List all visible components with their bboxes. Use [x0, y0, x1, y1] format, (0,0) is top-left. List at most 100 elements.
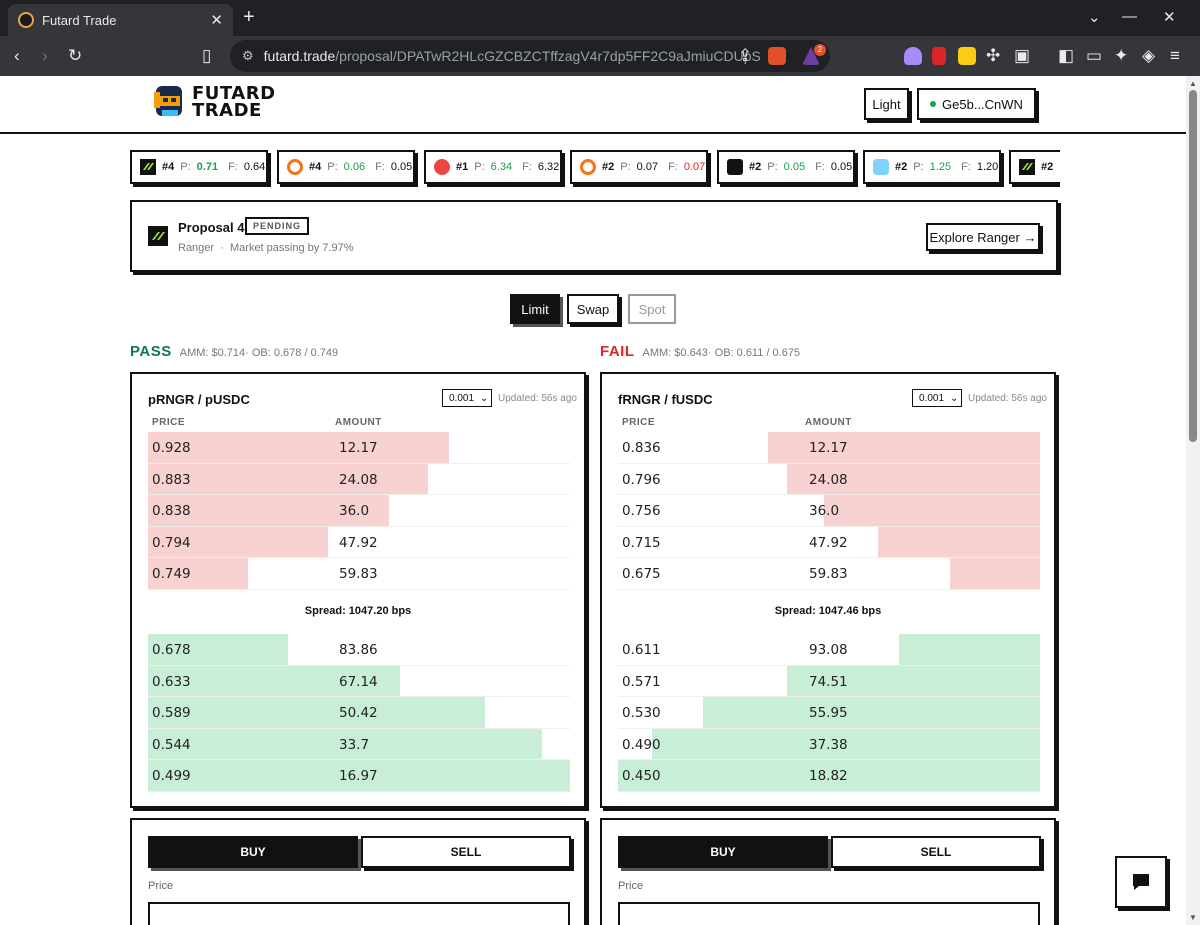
pass-price-label: P:: [327, 161, 338, 173]
reload-icon[interactable]: ↻: [68, 46, 83, 65]
order-price: 0.530: [622, 705, 661, 721]
ticker-card[interactable]: #2 P: 0.07 F: 0.07: [570, 150, 708, 184]
order-amount: 12.17: [339, 440, 378, 456]
address-bar[interactable]: ⚙ futard.trade/proposal/DPATwR2HLcGZCBZC…: [230, 40, 830, 72]
order-price: 0.715: [622, 534, 661, 551]
chat-button[interactable]: [1115, 856, 1167, 908]
pass-sell-tab[interactable]: SELL: [361, 836, 571, 868]
back-icon[interactable]: ‹: [14, 46, 20, 65]
depth-bar: [787, 665, 1040, 696]
minimize-icon[interactable]: —: [1122, 8, 1137, 25]
ask-row[interactable]: 0.715 47.92: [618, 526, 1040, 558]
ticker-card[interactable]: #4 P: 0.71 F: 0.64: [130, 150, 268, 184]
depth-bar: [148, 665, 400, 696]
forward-icon[interactable]: ›: [42, 46, 48, 65]
dropdown-icon[interactable]: ⌄: [1088, 9, 1101, 26]
depth-bar: [702, 697, 1040, 728]
site-settings-icon[interactable]: ⚙: [242, 48, 254, 63]
ticker-card[interactable]: #2 P: 1.25 F: 1.20: [863, 150, 1001, 184]
ask-row[interactable]: 0.836 12.17: [618, 432, 1040, 464]
bid-row[interactable]: 0.490 37.38: [618, 728, 1040, 760]
depth-bar: [148, 526, 329, 557]
close-tab-icon[interactable]: ✕: [210, 12, 223, 29]
order-price: 0.490: [622, 736, 661, 753]
fail-price-value: 0.05: [830, 161, 853, 173]
order-price: 0.838: [152, 503, 191, 519]
bookmark-icon[interactable]: ▯: [202, 46, 212, 65]
ask-row[interactable]: 0.756 36.0: [618, 495, 1040, 527]
window-close-icon[interactable]: ✕: [1163, 9, 1176, 26]
ticker-card[interactable]: #2 P: 0.05 F: 0.05: [717, 150, 855, 184]
ticker-card[interactable]: #4 P: 0.06 F: 0.05: [277, 150, 415, 184]
order-price: 0.499: [152, 768, 191, 784]
ask-row[interactable]: 0.794 47.92: [148, 526, 570, 558]
ticker-card[interactable]: #2: [1009, 150, 1060, 184]
extensions-icon[interactable]: ✣: [986, 46, 1001, 65]
theme-toggle-button[interactable]: Light: [864, 88, 909, 120]
ranger-icon: [140, 159, 156, 175]
order-price: 0.794: [152, 534, 191, 551]
fail-price-label: Price: [618, 880, 644, 892]
new-tab-icon[interactable]: +: [243, 6, 255, 28]
bid-row[interactable]: 0.571 74.51: [618, 665, 1040, 697]
ticker-card[interactable]: #1 P: 6.34 F: 6.32: [424, 150, 562, 184]
pass-price-input[interactable]: [148, 902, 570, 925]
vpn-icon[interactable]: ◈: [1142, 46, 1156, 65]
scrollbar-thumb[interactable]: [1189, 90, 1197, 442]
bid-row[interactable]: 0.544 33.7: [148, 728, 570, 760]
scroll-up-icon[interactable]: ▲: [1189, 79, 1197, 88]
order-amount: 47.92: [339, 534, 378, 551]
ticker-proposal-number: #4: [162, 161, 175, 173]
ask-row[interactable]: 0.928 12.17: [148, 432, 570, 464]
ask-row[interactable]: 0.796 24.08: [618, 463, 1040, 495]
chevron-down-icon: ⌄: [950, 392, 959, 404]
wallet-icon[interactable]: ▭: [1086, 46, 1103, 65]
pass-buy-tab[interactable]: BUY: [148, 836, 358, 868]
scroll-down-icon[interactable]: ▼: [1189, 913, 1197, 922]
ask-row[interactable]: 0.838 36.0: [148, 495, 570, 527]
reader-icon[interactable]: ▣: [1014, 46, 1031, 65]
depth-bar: [148, 432, 449, 463]
chevron-down-icon: ⌄: [480, 392, 489, 404]
explore-project-button[interactable]: Explore Ranger →: [926, 223, 1040, 251]
bid-row[interactable]: 0.450 18.82: [618, 760, 1040, 792]
ask-row[interactable]: 0.883 24.08: [148, 463, 570, 495]
menu-icon[interactable]: ≡: [1170, 46, 1180, 65]
wallet-button[interactable]: Ge5b...CnWN: [917, 88, 1036, 120]
fail-tick-size-select[interactable]: 0.001 ⌄: [912, 389, 962, 407]
pass-order-form: BUY SELL Price: [130, 818, 586, 925]
bid-row[interactable]: 0.678 83.86: [148, 634, 570, 666]
fail-price-input[interactable]: [618, 902, 1040, 925]
bid-row[interactable]: 0.589 50.42: [148, 697, 570, 729]
logo[interactable]: FUTARD TRADE: [152, 84, 276, 120]
order-amount: 67.14: [339, 673, 378, 690]
fail-buy-tab[interactable]: BUY: [618, 836, 828, 868]
depth-bar: [950, 558, 1040, 589]
ticker-proposal-number: #1: [456, 161, 469, 173]
share-icon[interactable]: ⇪: [738, 46, 753, 65]
pass-updated-time: Updated: 56s ago: [498, 393, 577, 404]
limit-mode-button[interactable]: Limit: [510, 294, 560, 324]
sidebar-icon[interactable]: ◧: [1058, 46, 1075, 65]
brave-shield-icon[interactable]: [768, 47, 786, 65]
bid-row[interactable]: 0.611 93.08: [618, 634, 1040, 666]
order-price: 0.928: [152, 440, 191, 456]
bid-row[interactable]: 0.530 55.95: [618, 697, 1040, 729]
phantom-icon[interactable]: [904, 47, 922, 65]
browser-tab[interactable]: Futard Trade ✕: [8, 4, 233, 36]
solflare-icon[interactable]: [958, 47, 976, 65]
proposal-title: Proposal 4: [178, 220, 245, 235]
futard-mascot-icon: [152, 84, 186, 120]
ask-row[interactable]: 0.675 59.83: [618, 558, 1040, 590]
spot-mode-button[interactable]: Spot: [628, 294, 676, 324]
page-scrollbar[interactable]: ▲ ▼: [1186, 76, 1200, 925]
bid-row[interactable]: 0.633 67.14: [148, 665, 570, 697]
swap-mode-button[interactable]: Swap: [567, 294, 619, 324]
leo-icon[interactable]: ✦: [1114, 46, 1129, 65]
fail-sell-tab[interactable]: SELL: [831, 836, 1041, 868]
pass-tick-size-select[interactable]: 0.001 ⌄: [442, 389, 492, 407]
bid-row[interactable]: 0.499 16.97: [148, 760, 570, 792]
site-header: FUTARD TRADE Light Ge5b...CnWN: [0, 76, 1186, 134]
ask-row[interactable]: 0.749 59.83: [148, 558, 570, 590]
lock-extension-icon[interactable]: [932, 47, 946, 65]
